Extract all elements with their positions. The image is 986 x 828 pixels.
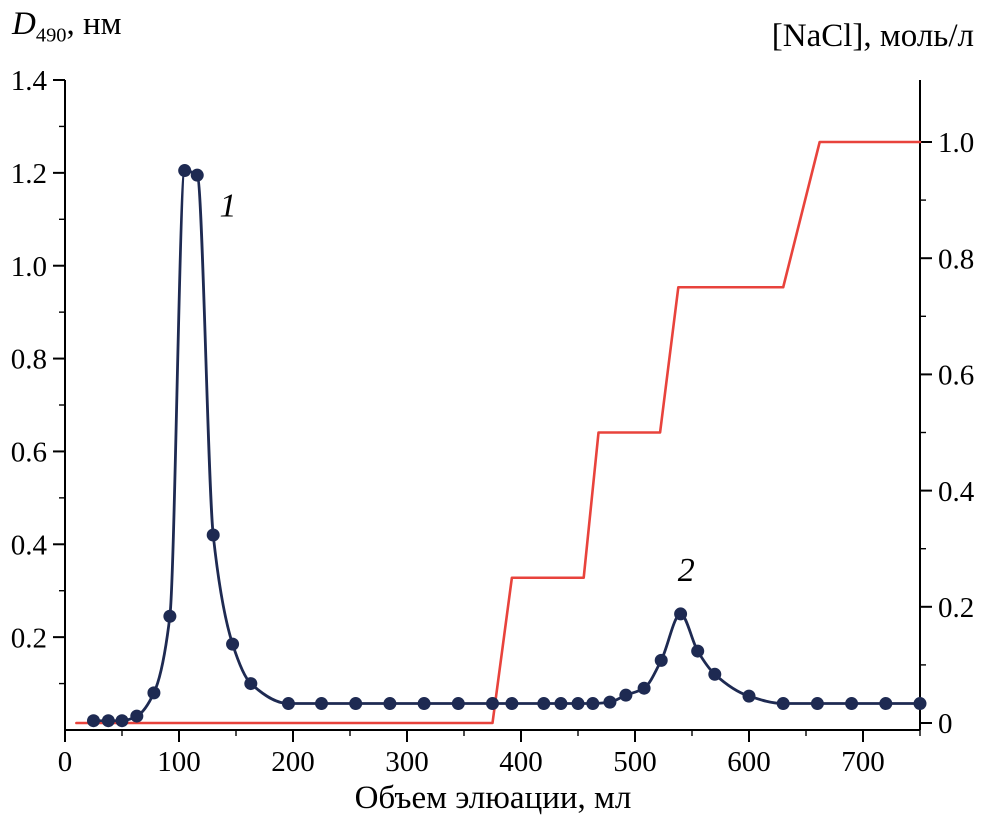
left-y-tick-label: 1.2 (11, 158, 47, 190)
left-axis-title-subscript: 490 (35, 24, 67, 47)
data-point-marker (190, 168, 204, 182)
data-point-marker (147, 686, 161, 700)
data-point-marker (691, 644, 705, 658)
data-point-marker (619, 688, 633, 702)
right-y-tick-label: 0 (938, 708, 953, 740)
left-axis-title: D490, нм (12, 6, 122, 47)
right-y-tick-label: 0.2 (938, 592, 974, 624)
left-y-tick-label: 0.2 (11, 622, 47, 654)
data-point-marker (554, 697, 568, 711)
tick-marks (53, 79, 932, 742)
data-point-marker (451, 697, 465, 711)
data-point-marker (637, 681, 651, 695)
data-point-marker (383, 697, 397, 711)
data-point-marker (654, 653, 668, 667)
data-point-marker (349, 697, 363, 711)
series-elution-profile-D490 (87, 164, 927, 728)
x-axis-title: Объем элюации, мл (354, 780, 632, 816)
annotations: 12 (220, 187, 695, 588)
data-point-marker (586, 697, 600, 711)
data-point-marker (226, 637, 240, 651)
peak-label-1: 1 (220, 187, 237, 224)
series-line-nacl-step-gradient (75, 140, 922, 725)
data-point-marker (742, 689, 756, 703)
data-point-marker (163, 609, 177, 623)
peak-label-2: 2 (678, 552, 695, 589)
x-tick-label: 500 (613, 746, 657, 778)
x-tick-label: 0 (58, 746, 73, 778)
data-point-marker (206, 528, 220, 542)
x-tick-label: 600 (727, 746, 771, 778)
data-point-marker (537, 697, 551, 711)
data-point-marker (486, 697, 499, 711)
left-axis-title-units: , нм (66, 6, 122, 42)
left-y-tick-label: 1.4 (11, 65, 48, 97)
left-y-tick-label: 1.0 (11, 251, 47, 283)
left-y-tick-label: 0.4 (11, 529, 48, 561)
series-line-elution-profile-D490 (92, 169, 922, 723)
data-point-marker (178, 164, 192, 178)
data-point-marker (879, 697, 893, 711)
left-axis-title-symbol: D (12, 6, 36, 42)
data-point-marker (115, 714, 129, 728)
data-point-marker (603, 695, 617, 709)
data-point-marker (810, 697, 824, 711)
data-point-marker (315, 697, 328, 711)
data-point-marker (87, 714, 100, 728)
right-axis-title: [NaCl], моль/л (771, 18, 974, 54)
data-point-marker (845, 697, 859, 711)
data-point-marker (244, 677, 258, 691)
right-y-tick-label: 1.0 (938, 127, 974, 159)
data-point-marker (417, 697, 431, 711)
right-y-tick-label: 0.6 (938, 360, 974, 392)
x-tick-label: 700 (841, 746, 885, 778)
data-point-marker (130, 709, 144, 723)
x-tick-label: 200 (271, 746, 315, 778)
data-point-marker (708, 667, 722, 681)
right-y-tick-label: 0.8 (938, 243, 974, 275)
data-point-marker (776, 697, 790, 711)
series-nacl-step-gradient (75, 140, 922, 725)
series-markers-elution-profile-D490 (87, 164, 927, 728)
x-tick-label: 400 (499, 746, 543, 778)
data-point-marker (913, 697, 927, 711)
x-tick-label: 300 (385, 746, 429, 778)
right-y-tick-label: 0.4 (938, 476, 975, 508)
left-y-tick-label: 0.8 (11, 344, 47, 376)
x-tick-label: 100 (157, 746, 201, 778)
tick-labels: 0 100 200 300 400 500 600 700 0.2 0.4 0.6 0.8 1.0 1.2… (11, 65, 975, 778)
left-y-tick-label: 0.6 (11, 437, 47, 469)
data-point-marker (505, 697, 519, 711)
data-point-marker (101, 714, 115, 728)
data-point-marker (571, 697, 585, 711)
data-point-marker (281, 697, 295, 711)
data-point-marker (674, 607, 688, 621)
